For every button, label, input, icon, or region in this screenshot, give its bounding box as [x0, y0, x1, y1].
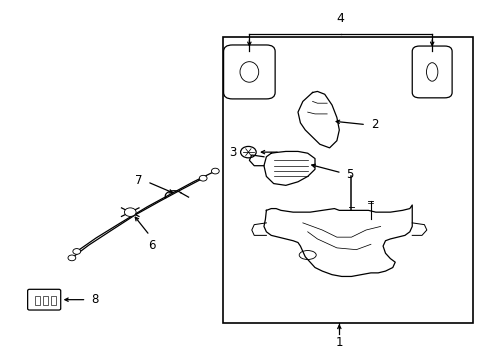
Circle shape — [124, 208, 136, 216]
Text: 3: 3 — [228, 146, 236, 159]
Circle shape — [68, 255, 76, 261]
Circle shape — [199, 175, 206, 181]
Text: 4: 4 — [336, 12, 344, 24]
Bar — [42, 296, 47, 305]
Bar — [222, 37, 472, 323]
Text: 1: 1 — [335, 336, 343, 349]
Circle shape — [240, 147, 256, 158]
Text: 8: 8 — [91, 293, 99, 306]
Bar — [51, 296, 56, 305]
Text: 2: 2 — [370, 118, 378, 131]
Circle shape — [211, 168, 219, 174]
FancyBboxPatch shape — [28, 289, 61, 310]
Text: 5: 5 — [346, 168, 353, 181]
Text: 6: 6 — [148, 239, 156, 252]
Text: 7: 7 — [135, 174, 142, 186]
Circle shape — [73, 249, 81, 254]
Bar — [35, 296, 40, 305]
